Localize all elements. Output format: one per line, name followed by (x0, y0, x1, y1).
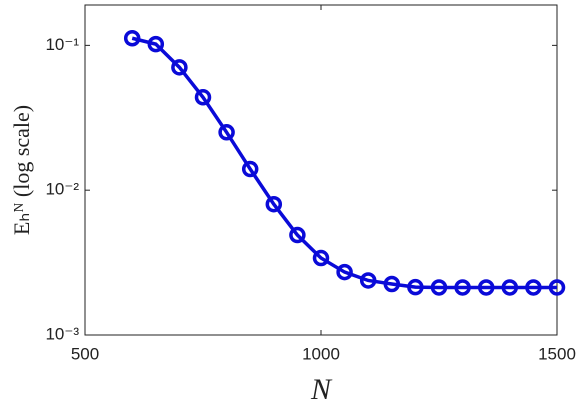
marker (477, 279, 495, 296)
series-line (131, 36, 557, 290)
marker (123, 29, 141, 47)
marker (194, 89, 212, 106)
marker (171, 59, 188, 76)
x-tick-label: 1000 (302, 344, 340, 363)
y-tick-label: 10⁻³ (45, 324, 79, 343)
marker (430, 279, 448, 296)
marker (312, 249, 330, 267)
marker (359, 272, 377, 289)
y-tick-label: 10⁻¹ (45, 35, 79, 54)
marker (407, 278, 424, 296)
marker (289, 226, 306, 244)
marker (383, 275, 401, 293)
marker (336, 263, 353, 281)
axes-box (84, 4, 558, 336)
marker (454, 279, 471, 296)
marker (147, 35, 165, 53)
x-tick-label: 1500 (538, 344, 576, 363)
marker (501, 279, 519, 296)
y-axis-label: Eₕᴺ (log scale) (9, 105, 34, 235)
x-tick-label: 500 (71, 344, 99, 363)
marker (218, 124, 235, 141)
marker (241, 160, 259, 178)
x-axis-label: N (310, 373, 333, 406)
marker (265, 195, 283, 213)
marker (548, 279, 566, 296)
marker (525, 279, 542, 296)
y-tick-label: 10⁻² (45, 180, 79, 199)
